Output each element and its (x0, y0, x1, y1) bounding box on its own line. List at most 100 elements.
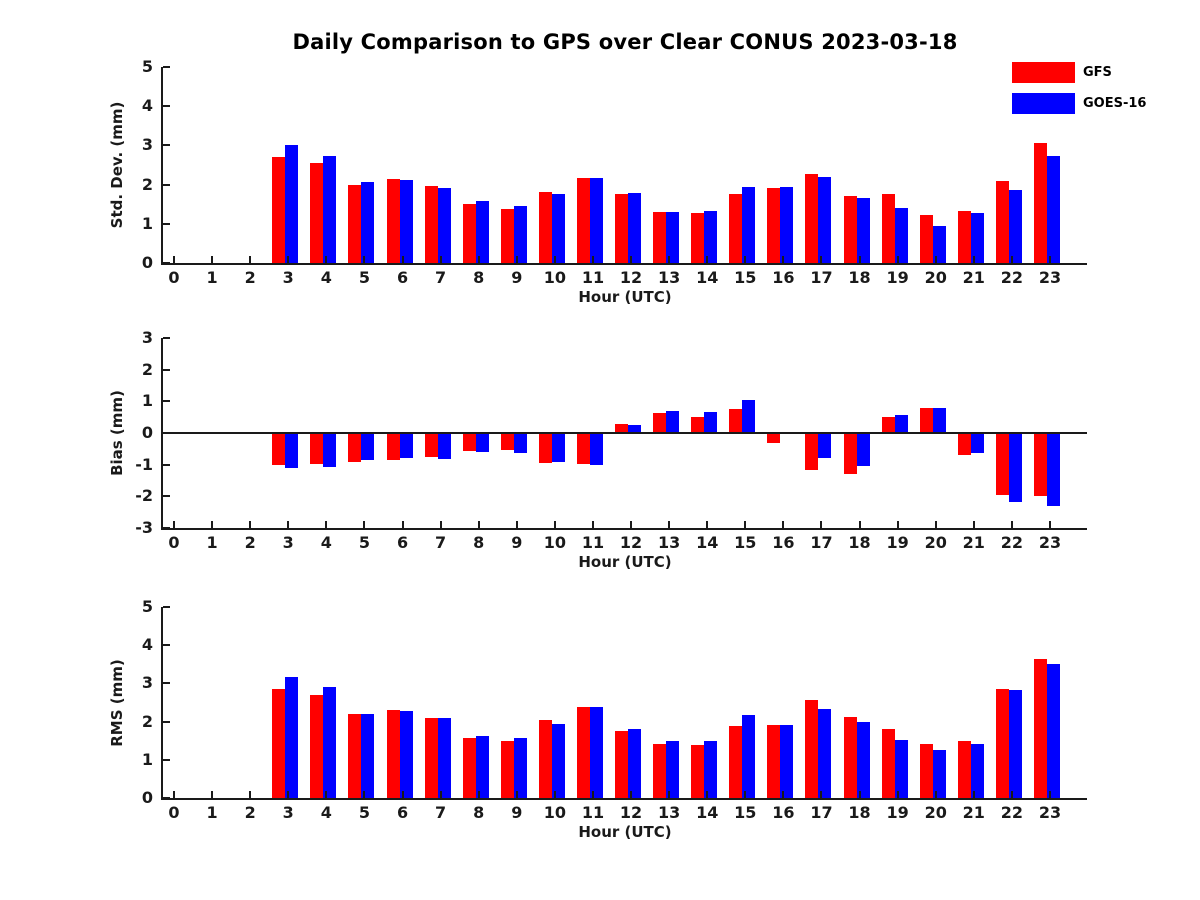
bar-goes-16-hour-11 (589, 433, 603, 465)
y-tick (163, 758, 170, 761)
bar-gfs-hour-18 (843, 433, 857, 474)
bar-gfs-hour-5 (348, 713, 362, 798)
x-tick (896, 791, 899, 798)
x-tick (325, 521, 328, 528)
x-axis-title: Hour (UTC) (578, 288, 672, 306)
x-tick-label: 18 (848, 268, 871, 287)
x-tick (363, 521, 366, 528)
x-tick (630, 256, 633, 263)
x-tick-label: 23 (1038, 533, 1062, 552)
x-tick-label: 8 (473, 803, 485, 822)
x-tick (782, 521, 785, 528)
x-tick-label: 7 (435, 533, 447, 552)
y-tick-label: 2 (141, 711, 153, 731)
x-tick (782, 256, 785, 263)
x-tick (553, 256, 556, 263)
bar-gfs-hour-15 (729, 194, 743, 263)
bar-goes-16-hour-20 (932, 750, 946, 798)
bar-gfs-hour-10 (538, 191, 552, 263)
y-tick-label: 2 (141, 174, 153, 194)
y-tick-label: 4 (141, 635, 153, 655)
x-tick-label: 22 (1000, 268, 1024, 287)
bar-goes-16-hour-6 (399, 179, 413, 263)
x-tick (858, 521, 861, 528)
x-tick-label: 10 (543, 533, 566, 552)
bar-gfs-hour-17 (805, 433, 819, 470)
bar-goes-16-hour-17 (818, 176, 832, 263)
y-tick-label: -1 (135, 454, 153, 474)
bar-goes-16-hour-9 (513, 433, 527, 454)
bar-goes-16-hour-23 (1047, 663, 1060, 798)
y-axis-title: Bias (mm) (108, 390, 126, 476)
x-tick (782, 791, 785, 798)
bar-goes-16-hour-18 (856, 722, 870, 798)
bar-gfs-hour-15 (729, 726, 743, 798)
x-tick (477, 521, 480, 528)
x-tick (515, 791, 518, 798)
bar-goes-16-hour-12 (628, 729, 642, 798)
x-tick-label: 19 (886, 533, 909, 552)
bar-gfs-hour-18 (843, 717, 857, 798)
x-tick-label: 11 (581, 268, 605, 287)
bar-gfs-hour-23 (1034, 433, 1047, 496)
x-tick (325, 256, 328, 263)
y-tick-label: 1 (141, 749, 153, 769)
bar-gfs-hour-3 (272, 689, 286, 798)
x-tick-label: 21 (962, 803, 985, 822)
x-tick (668, 256, 671, 263)
bar-goes-16-hour-3 (285, 433, 299, 469)
bar-gfs-hour-14 (691, 212, 705, 263)
x-tick-label: 21 (962, 533, 985, 552)
x-tick (668, 521, 671, 528)
bar-goes-16-hour-23 (1047, 156, 1060, 263)
x-tick-label: 4 (320, 533, 332, 552)
bar-gfs-hour-9 (500, 208, 514, 263)
y-axis-line (161, 607, 163, 800)
bar-gfs-hour-20 (919, 408, 933, 433)
x-tick (896, 521, 899, 528)
x-tick (972, 256, 975, 263)
x-tick-label: 7 (435, 803, 447, 822)
bar-goes-16-hour-19 (894, 739, 908, 798)
y-tick (163, 105, 170, 108)
x-tick (820, 791, 823, 798)
bar-gfs-hour-8 (462, 204, 476, 263)
bar-goes-16-hour-13 (666, 741, 680, 798)
bar-goes-16-hour-12 (628, 192, 642, 263)
bar-gfs-hour-12 (615, 193, 629, 263)
bar-gfs-hour-3 (272, 433, 286, 466)
x-tick-label: 3 (282, 268, 294, 287)
bar-gfs-hour-6 (386, 433, 400, 460)
x-tick-label: 1 (206, 803, 218, 822)
x-tick (173, 256, 175, 263)
bar-goes-16-hour-18 (856, 433, 870, 466)
x-tick (439, 791, 442, 798)
bar-goes-16-hour-22 (1008, 433, 1022, 502)
y-tick (163, 797, 170, 799)
x-tick-label: 2 (244, 533, 256, 552)
bar-goes-16-hour-3 (285, 145, 299, 263)
bar-goes-16-hour-13 (666, 410, 680, 433)
bar-gfs-hour-11 (576, 707, 590, 798)
x-tick-label: 16 (772, 803, 795, 822)
bar-gfs-hour-3 (272, 157, 286, 263)
y-tick (163, 368, 170, 371)
x-tick (896, 256, 899, 263)
x-tick-label: 13 (657, 268, 681, 287)
bar-gfs-hour-8 (462, 433, 476, 451)
bar-gfs-hour-14 (691, 417, 705, 433)
bar-gfs-hour-13 (653, 743, 667, 798)
x-tick (401, 256, 404, 263)
x-tick (287, 791, 290, 798)
x-tick (211, 521, 214, 528)
x-tick-label: 10 (543, 803, 566, 822)
y-tick-label: 3 (141, 328, 153, 347)
bar-goes-16-hour-6 (399, 433, 413, 459)
x-tick (706, 256, 709, 263)
chart-title: Daily Comparison to GPS over Clear CONUS… (292, 30, 958, 54)
x-tick-label: 19 (886, 803, 909, 822)
x-tick-label: 5 (358, 803, 370, 822)
x-tick-label: 21 (962, 268, 985, 287)
x-tick (287, 521, 290, 528)
bar-goes-16-hour-13 (666, 211, 680, 263)
